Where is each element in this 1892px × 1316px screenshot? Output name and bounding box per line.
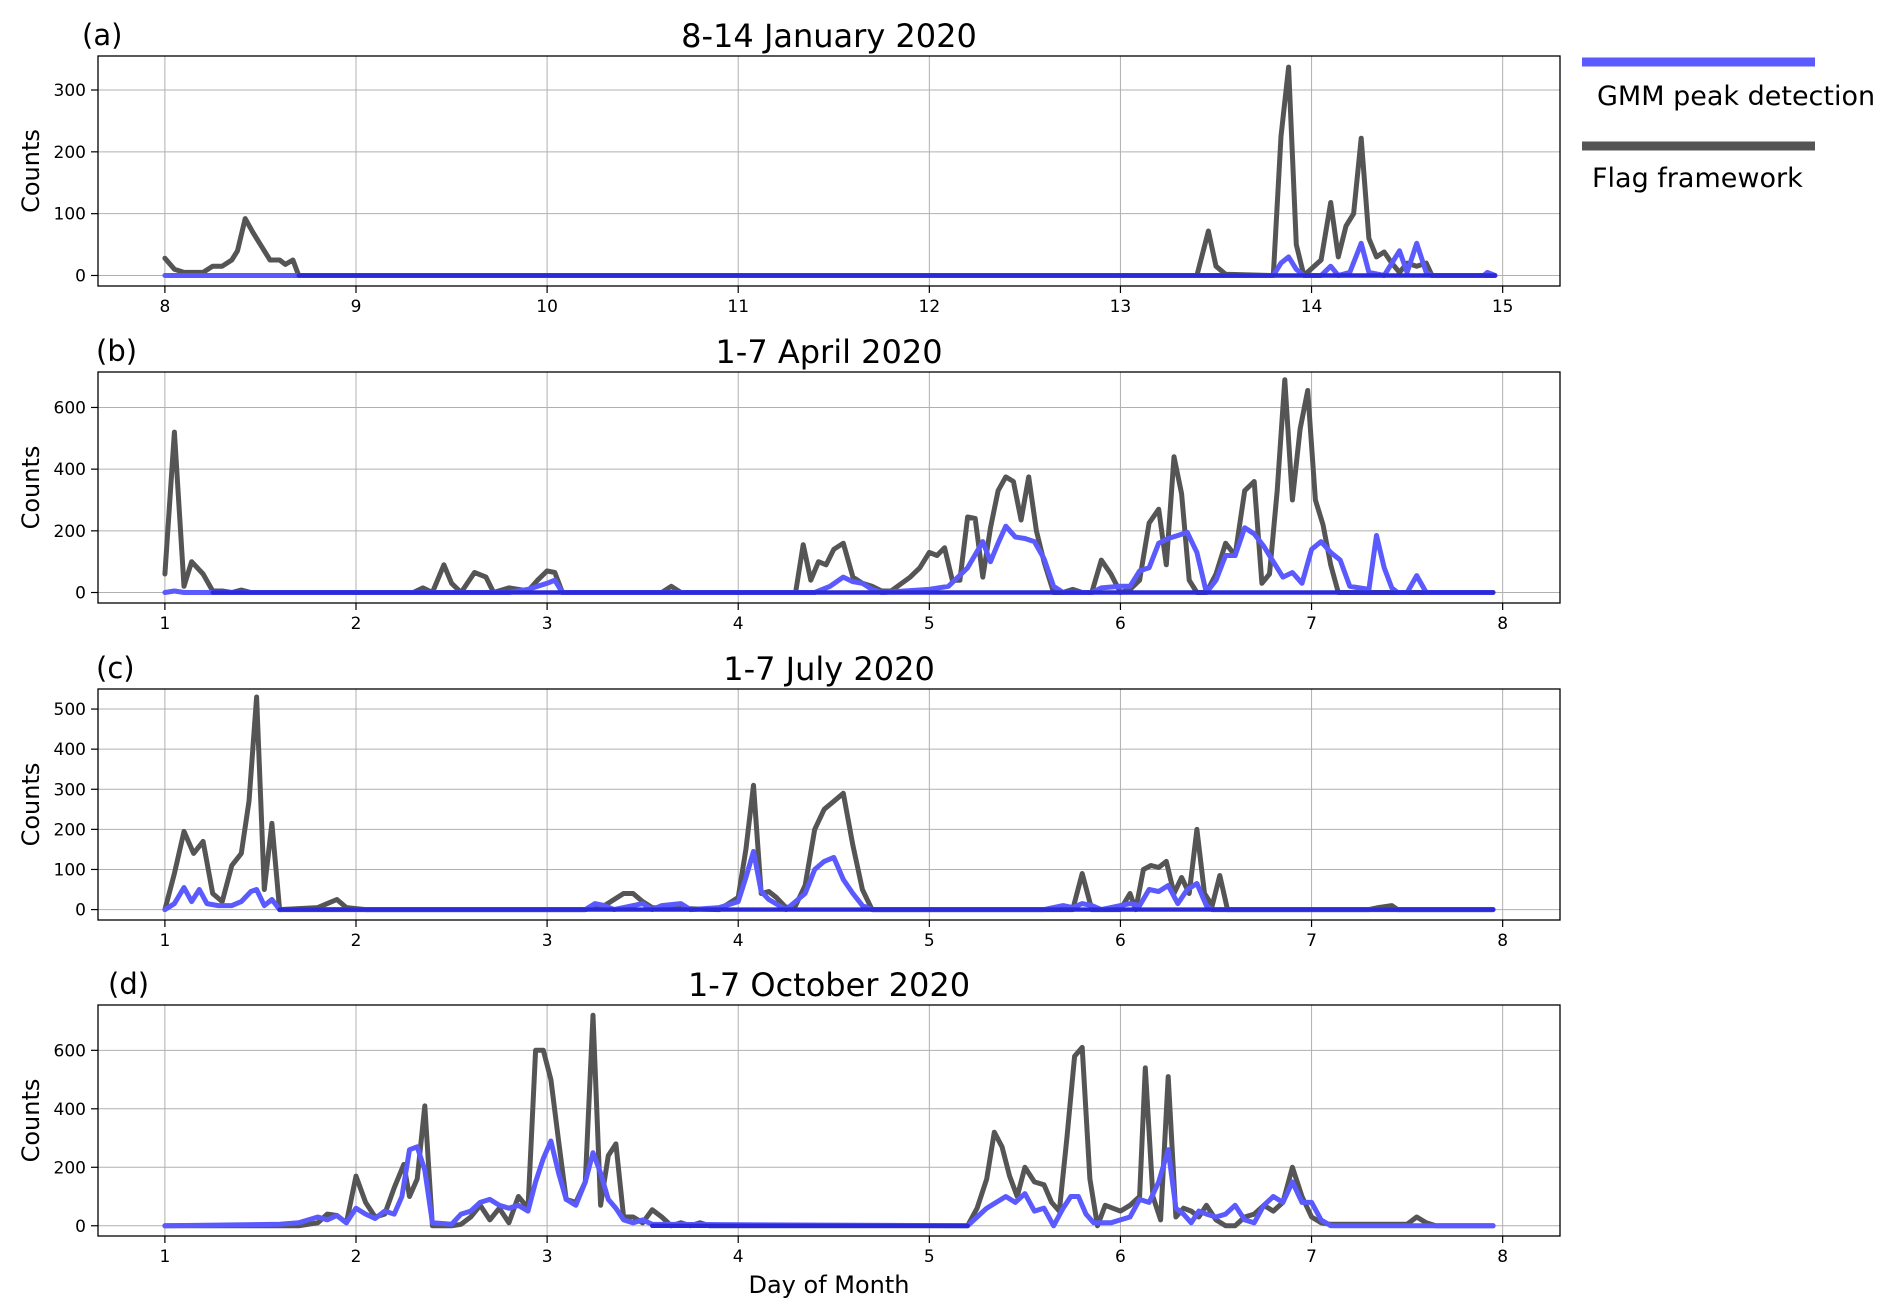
x-tick-label: 4	[733, 1247, 744, 1267]
x-tick-label: 2	[351, 1247, 362, 1267]
x-tick-label: 3	[542, 931, 553, 951]
series-line-flag-framework	[162, 377, 1496, 595]
y-tick-label: 0	[75, 901, 86, 921]
y-tick-label: 100	[54, 205, 86, 225]
panel-letter: (d)	[108, 967, 149, 1001]
y-tick-label: 200	[54, 1158, 86, 1178]
y-tick-label: 0	[75, 266, 86, 286]
x-tick-label: 3	[542, 1247, 553, 1267]
series-line-gmm-peak-detection	[162, 523, 1496, 595]
y-tick-label: 500	[54, 700, 86, 720]
x-tick-label: 6	[1115, 1247, 1126, 1267]
y-tick-label: 400	[54, 460, 86, 480]
x-tick-label: 7	[1306, 614, 1317, 634]
x-tick-label: 2	[351, 614, 362, 634]
legend-label-flag: Flag framework	[1592, 163, 1803, 194]
x-tick-label: 7	[1306, 931, 1317, 951]
x-tick-label: 2	[351, 931, 362, 951]
series-group	[162, 64, 1498, 278]
x-tick-label: 5	[924, 931, 935, 951]
x-tick-label: 4	[733, 614, 744, 634]
x-tick-label: 6	[1115, 931, 1126, 951]
x-tick-label: 12	[919, 297, 941, 317]
panel-c: 1 2 3 4 5 6 7 8 0 100 200 300 400 500 1-7 July 2020 (c)…	[17, 650, 1561, 951]
x-tick-label: 9	[351, 297, 362, 317]
plot-area	[98, 56, 1560, 286]
panel-title: 1-7 April 2020	[715, 333, 942, 371]
y-tick-label: 200	[54, 143, 86, 163]
x-tick-label: 4	[733, 931, 744, 951]
x-tick-label: 6	[1115, 614, 1126, 634]
x-tick-label: 1	[159, 614, 170, 634]
panel-a: 8 9 10 11 12 13 14 15 0 100 200 300 8-14 January 202…	[17, 17, 1561, 317]
panel-title: 8-14 January 2020	[681, 17, 977, 55]
x-tick-label: 8	[1497, 931, 1508, 951]
x-tick-label: 13	[1110, 297, 1132, 317]
x-tick-label: 8	[1497, 1247, 1508, 1267]
y-axis-label: Counts	[17, 129, 45, 213]
y-tick-label: 600	[54, 398, 86, 418]
series-line-gmm-peak-detection	[162, 848, 1496, 913]
x-tick-label: 8	[159, 297, 170, 317]
y-tick-label: 200	[54, 820, 86, 840]
y-tick-label: 100	[54, 860, 86, 880]
axes-frame	[97, 688, 1561, 921]
x-tick-label: 15	[1492, 297, 1514, 317]
legend: GMM peak detection Flag framework	[1582, 57, 1875, 194]
panel-letter: (c)	[96, 651, 135, 685]
axes-frame	[97, 371, 1561, 604]
axes-frame	[97, 55, 1561, 287]
x-tick-label: 5	[924, 1247, 935, 1267]
panel-d: 1 2 3 4 5 6 7 8 0 200 400 600 1-7 October 2020 (d) Cou…	[17, 966, 1561, 1299]
y-axis-label: Counts	[17, 446, 45, 530]
y-tick-label: 400	[54, 740, 86, 760]
x-tick-label: 3	[542, 614, 553, 634]
legend-label-gmm: GMM peak detection	[1597, 81, 1875, 112]
panel-letter: (b)	[96, 334, 137, 368]
y-tick-label: 400	[54, 1100, 86, 1120]
y-tick-label: 600	[54, 1041, 86, 1061]
y-axis-label: Counts	[17, 1079, 45, 1163]
panel-b: 1 2 3 4 5 6 7 8 0 200 400 600 1-7 April 2020 (b) Count…	[17, 333, 1561, 634]
x-tick-label: 8	[1497, 614, 1508, 634]
x-axis-label: Day of Month	[748, 1271, 909, 1299]
plot-area	[98, 1005, 1560, 1236]
axes-frame	[97, 1004, 1561, 1237]
series-group	[162, 377, 1496, 595]
y-tick-label: 300	[54, 780, 86, 800]
panel-letter: (a)	[82, 18, 122, 52]
x-tick-label: 14	[1301, 297, 1323, 317]
x-tick-label: 10	[536, 297, 558, 317]
y-tick-label: 200	[54, 522, 86, 542]
x-tick-label: 7	[1306, 1247, 1317, 1267]
x-tick-label: 5	[924, 614, 935, 634]
x-tick-label: 1	[159, 1247, 170, 1267]
y-tick-label: 0	[75, 584, 86, 604]
y-axis-label: Counts	[17, 763, 45, 847]
series-group	[162, 694, 1496, 913]
series-group	[162, 1012, 1496, 1229]
panel-title: 1-7 October 2020	[688, 966, 970, 1004]
panel-title: 1-7 July 2020	[723, 650, 935, 688]
x-tick-label: 1	[159, 931, 170, 951]
x-tick-label: 11	[727, 297, 749, 317]
y-tick-label: 0	[75, 1217, 86, 1237]
y-tick-label: 300	[54, 81, 86, 101]
